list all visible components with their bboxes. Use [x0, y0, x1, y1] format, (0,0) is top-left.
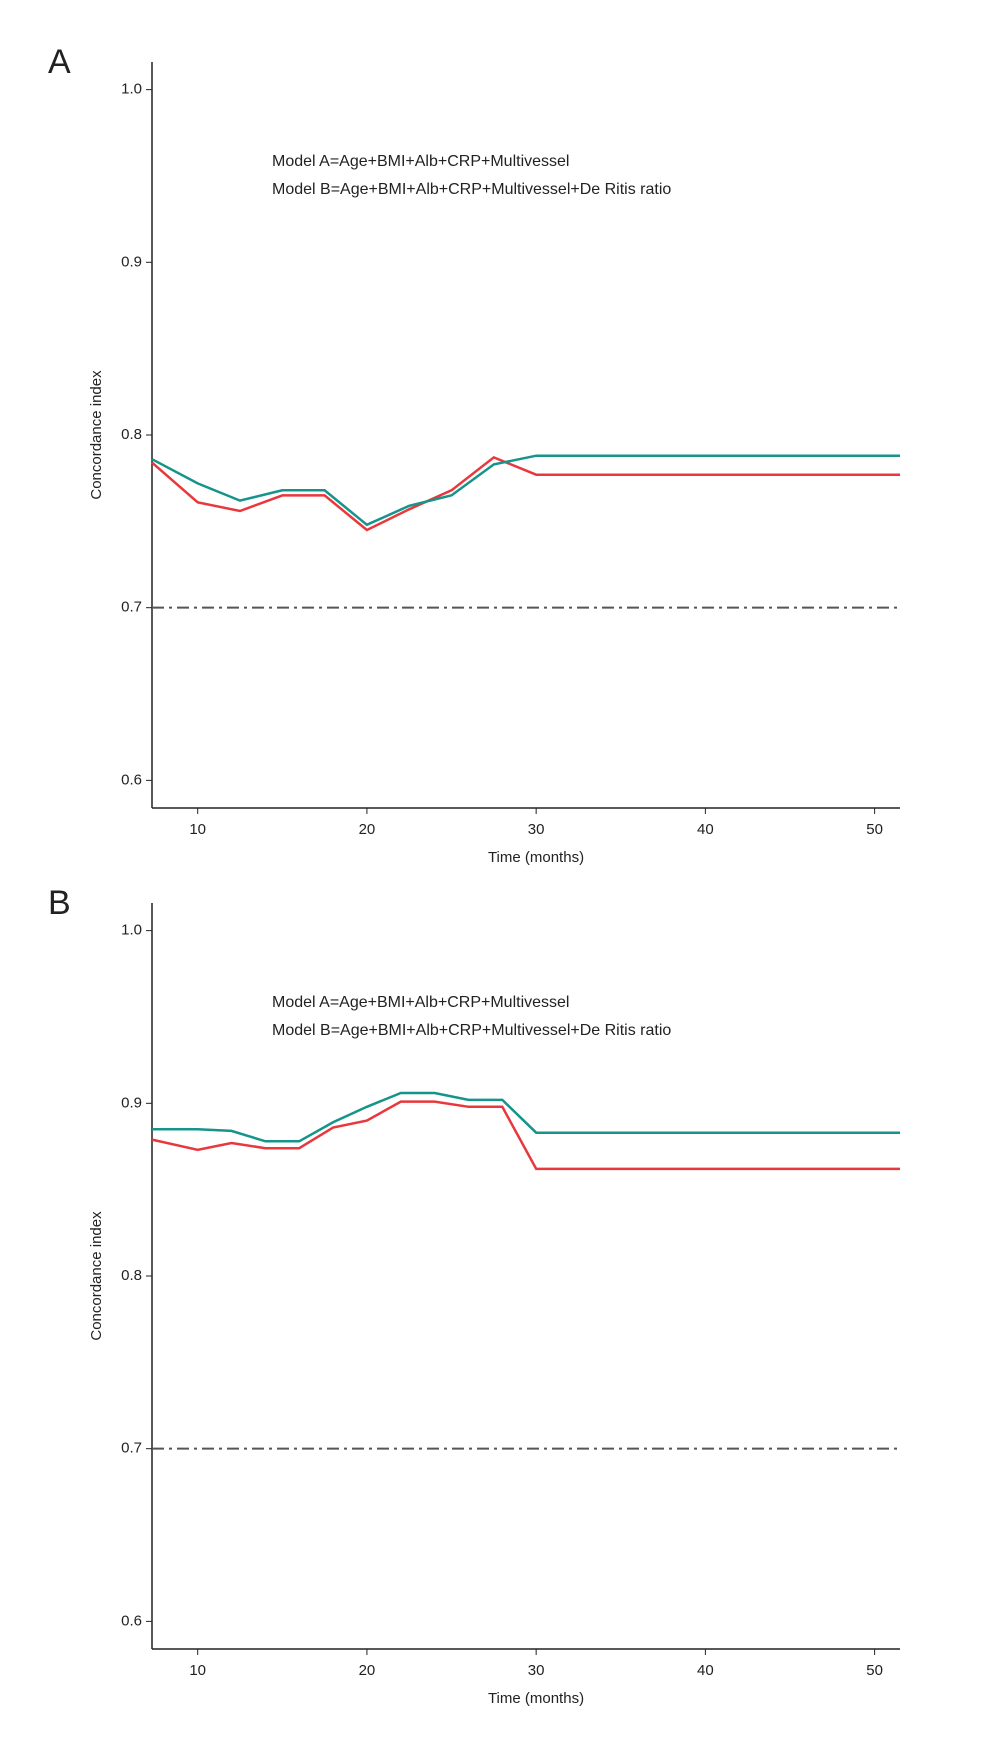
legend-entry: Model B=Age+BMI+Alb+CRP+Multivessel+De R…	[272, 1022, 671, 1039]
legend-entry: Model B=Age+BMI+Alb+CRP+Multivessel+De R…	[272, 181, 671, 198]
series-line	[151, 1100, 900, 1171]
y-tick-label: 0.8	[121, 1267, 142, 1284]
x-tick-label: 20	[359, 821, 376, 838]
x-tick-label: 50	[866, 1662, 883, 1679]
x-tick-label: 10	[189, 1662, 206, 1679]
series-line	[151, 454, 900, 527]
y-tick-label: 0.6	[121, 1612, 142, 1629]
y-axis-label: Concordance index	[88, 1211, 105, 1341]
x-tick-label: 10	[189, 821, 206, 838]
chart-panel: A 0.6 0.7 0.8 0.9 1.0 10 20 30 40 50 Time (months) C…	[48, 43, 900, 866]
x-tick-label: 50	[866, 821, 883, 838]
x-axis-label: Time (months)	[488, 1690, 584, 1707]
x-tick-label: 40	[697, 821, 714, 838]
y-tick-label: 1.0	[121, 922, 142, 939]
y-tick-label: 0.8	[121, 426, 142, 443]
y-axis-label: Concordance index	[88, 370, 105, 500]
legend-entry: Model A=Age+BMI+Alb+CRP+Multivessel	[272, 994, 569, 1011]
x-tick-label: 30	[528, 821, 545, 838]
panel-label: B	[48, 884, 71, 922]
y-tick-label: 1.0	[121, 81, 142, 98]
y-tick-label: 0.7	[121, 599, 142, 616]
series-line	[152, 1091, 900, 1143]
chart-panel: B 0.6 0.7 0.8 0.9 1.0 10 20 30 40 50 Time (months) C…	[48, 884, 900, 1707]
x-tick-label: 40	[697, 1662, 714, 1679]
panel-label: A	[48, 43, 71, 81]
y-tick-label: 0.9	[121, 1094, 142, 1111]
y-tick-label: 0.9	[121, 253, 142, 270]
series-line	[151, 455, 900, 532]
x-tick-label: 20	[359, 1662, 376, 1679]
legend-entry: Model A=Age+BMI+Alb+CRP+Multivessel	[272, 153, 569, 170]
x-axis-label: Time (months)	[488, 849, 584, 866]
y-tick-label: 0.6	[121, 771, 142, 788]
x-tick-label: 30	[528, 1662, 545, 1679]
y-tick-label: 0.7	[121, 1440, 142, 1457]
